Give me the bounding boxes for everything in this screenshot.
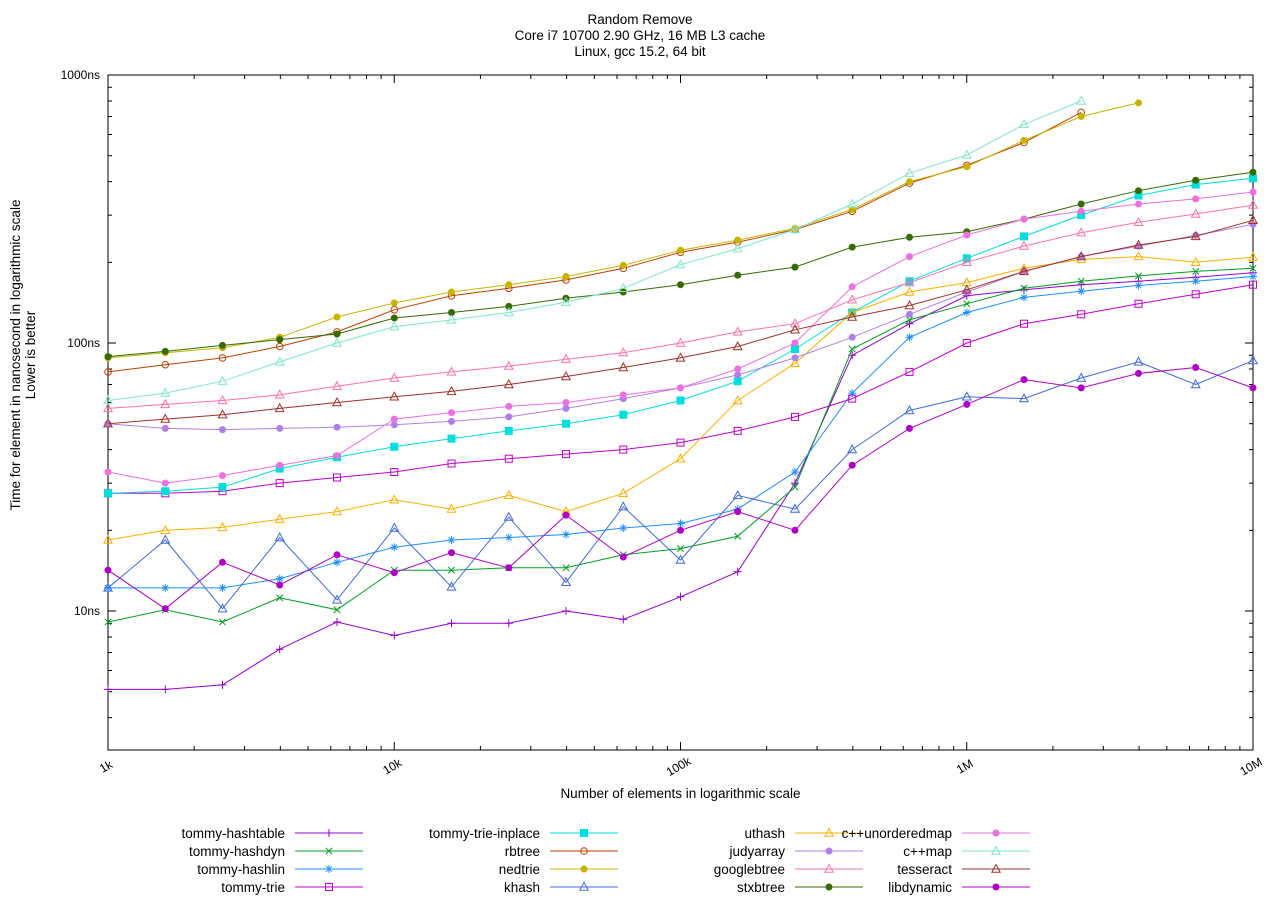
y-axis-label: Time for element in nanosecond in logari… [8, 75, 52, 635]
legend-swatch-x-icon [295, 847, 363, 855]
legend-label: tommy-hashlin [197, 861, 285, 877]
legend-swatch-triangle-open-icon [962, 863, 1030, 873]
legend-label: uthash [744, 825, 785, 841]
series-uthash [102, 251, 1259, 544]
legend-item-nedtrie: nedtrie [330, 860, 620, 878]
legend-item-rbtree: rbtree [330, 842, 620, 860]
plot-area: 10ns 100ns 1000ns 1k 10k 100k 1M 10M [61, 68, 1265, 779]
chart-title-line3: Linux, gcc 15.2, 64 bit [574, 44, 706, 59]
x-tick-label: 10M [1237, 755, 1264, 779]
legend-item-googlebtree: googlebtree [595, 860, 865, 878]
legend: tommy-hashtable tommy-hashdyn tommy-hashli… [0, 824, 1280, 900]
legend-label: tommy-hashtable [181, 825, 285, 841]
chart-title-block: Random Remove Core i7 10700 2.90 GHz, 16… [0, 12, 1280, 60]
legend-column-4: c++unorderedmap c++map tesseract libdynamic [745, 824, 1032, 896]
chart-title-line1: Random Remove [587, 12, 693, 27]
chart-title-line2: Core i7 10700 2.90 GHz, 16 MB L3 cache [514, 28, 766, 43]
series-tesseract [102, 214, 1259, 428]
series-rbtree [104, 108, 1085, 376]
series-tommy-trie [104, 280, 1257, 498]
series-nedtrie [104, 99, 1142, 362]
y-tick-label: 10ns [74, 604, 100, 618]
legend-item-tommy-trie: tommy-trie [115, 878, 365, 896]
legend-item-uthash: uthash [595, 824, 865, 842]
legend-item-cunorderedmap: c++unorderedmap [745, 824, 1032, 842]
series-tommy-hashtable [104, 268, 1257, 694]
legend-label: tesseract [897, 861, 952, 877]
x-tick-label: 10k [380, 755, 405, 777]
legend-swatch-square-open-icon [295, 883, 363, 891]
x-axis-label: Number of elements in logarithmic scale [560, 786, 801, 801]
legend-item-tesseract: tesseract [745, 860, 1032, 878]
series-libdynamic [104, 364, 1257, 613]
legend-swatch-circle-filled-icon [795, 883, 863, 891]
legend-swatch-circle-filled-icon [962, 829, 1030, 837]
legend-label: tommy-trie [221, 879, 285, 895]
legend-swatch-triangle-open-icon [795, 827, 863, 837]
legend-label: c++unorderedmap [841, 825, 952, 841]
legend-label: tommy-hashdyn [188, 843, 285, 859]
y-tick-label: 1000ns [61, 68, 100, 82]
legend-label: c++map [903, 843, 952, 859]
y-tick-label: 100ns [67, 336, 100, 350]
legend-item-cmap: c++map [745, 842, 1032, 860]
legend-swatch-circle-filled-icon [795, 847, 863, 855]
legend-column-3: uthash judyarray googlebtree stxbtree [595, 824, 865, 896]
legend-item-stxbtree: stxbtree [595, 878, 865, 896]
legend-label: khash [503, 879, 540, 895]
legend-swatch-circle-filled-icon [550, 865, 618, 873]
x-tick-label: 1M [954, 756, 975, 776]
legend-label: stxbtree [736, 879, 785, 895]
legend-swatch-plus-icon [295, 829, 363, 837]
series-cmap [102, 95, 1087, 405]
legend-swatch-triangle-open-icon [795, 863, 863, 873]
legend-column-1: tommy-hashtable tommy-hashdyn tommy-hashli… [115, 824, 365, 896]
x-tick-label: 1k [97, 757, 116, 776]
legend-item-judyarray: judyarray [595, 842, 865, 860]
legend-label: tommy-trie-inplace [428, 825, 540, 841]
series-tommy-hashdyn [104, 264, 1257, 626]
legend-label: nedtrie [498, 861, 540, 877]
legend-label: googlebtree [713, 861, 785, 877]
legend-swatch-triangle-open-icon [962, 845, 1030, 855]
x-tick-label: 100k [664, 753, 694, 779]
legend-label: libdynamic [888, 879, 952, 895]
legend-swatch-circle-open-icon [550, 847, 618, 855]
legend-label: judyarray [729, 843, 785, 859]
legend-swatch-triangle-open-icon [550, 881, 618, 891]
legend-item-libdynamic: libdynamic [745, 878, 1032, 896]
legend-item-tommy-hashtable: tommy-hashtable [115, 824, 365, 842]
series-cunorderedmap [104, 188, 1257, 487]
y-axis-label-line1: Time for element in nanosecond in logari… [8, 199, 23, 511]
y-axis-label-line2: Lower is better [23, 310, 38, 400]
legend-item-khash: khash [330, 878, 620, 896]
legend-column-2: tommy-trie-inplace rbtree nedtrie khash [330, 824, 620, 896]
legend-swatch-square-filled-icon [550, 829, 618, 837]
legend-item-tommy-trie-inplace: tommy-trie-inplace [330, 824, 620, 842]
legend-label: rbtree [504, 843, 540, 859]
legend-swatch-asterisk-icon [295, 865, 363, 873]
legend-item-tommy-hashlin: tommy-hashlin [115, 860, 365, 878]
legend-item-tommy-hashdyn: tommy-hashdyn [115, 842, 365, 860]
series-googlebtree [102, 199, 1259, 413]
series-tommy-hashlin [104, 272, 1257, 592]
legend-swatch-circle-filled-icon [962, 883, 1030, 891]
